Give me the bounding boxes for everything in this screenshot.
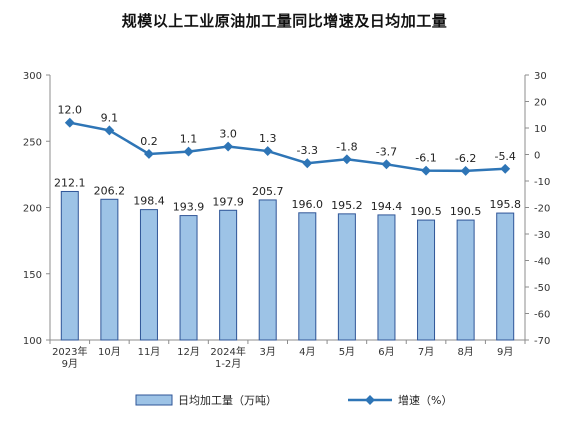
y-right-tick-label: -30 (534, 230, 550, 241)
line-point (64, 117, 75, 128)
growth-line (69, 121, 506, 173)
bar (496, 212, 515, 341)
x-tick-label: 5月 (339, 346, 355, 358)
x-tick-label: 11月 (138, 346, 161, 358)
bar (456, 219, 475, 341)
legend-bar-label: 日均加工量（万吨） (178, 394, 277, 407)
line-point (341, 154, 352, 165)
line-point (381, 159, 392, 170)
x-tick-label: 2023年 (52, 345, 87, 358)
line-value-label: -5.4 (494, 150, 515, 163)
line-value-label: 0.2 (140, 135, 158, 148)
line-value-label: 1.1 (180, 133, 198, 146)
y-right-tick-label: -50 (534, 283, 550, 294)
bar-value-label: 195.8 (489, 198, 521, 211)
bar-value-label: 193.9 (173, 201, 205, 214)
bar (179, 215, 198, 341)
bar (377, 214, 396, 341)
line-value-label: 1.3 (259, 132, 277, 145)
bar (60, 190, 79, 341)
x-tick-label: 2024年 (210, 345, 245, 358)
legend-bar-swatch (135, 394, 173, 406)
line-point (223, 141, 234, 152)
bar (298, 212, 317, 341)
x-tick-label: 7月 (418, 346, 434, 358)
bar (139, 209, 158, 341)
x-tick-label: 6月 (378, 346, 394, 358)
bar-value-label: 190.5 (450, 205, 482, 218)
line-value-label: 3.0 (219, 128, 237, 141)
line-point (421, 165, 431, 176)
bar (417, 219, 436, 341)
line-value-label: -6.1 (415, 152, 436, 165)
bar-value-label: 190.5 (410, 205, 442, 218)
line-value-label: -3.3 (297, 144, 318, 157)
y-left-tick-label: 250 (23, 137, 42, 148)
line-point (183, 146, 194, 157)
bar (337, 213, 356, 341)
line-point (262, 146, 273, 157)
y-left-tick-label: 150 (23, 270, 42, 281)
y-right-tick-label: -60 (534, 310, 550, 321)
y-left-tick-label: 200 (23, 204, 42, 215)
line-point (104, 125, 115, 136)
x-tick-label: 10月 (98, 346, 121, 358)
x-tick-label: 3月 (260, 346, 276, 358)
bar-value-label: 206.2 (94, 184, 126, 197)
x-tick-label: 8月 (457, 346, 473, 358)
y-right-tick-label: 20 (534, 98, 547, 109)
bar-value-label: 197.9 (212, 195, 244, 208)
y-right-tick-label: -40 (534, 257, 550, 268)
y-right-tick-label: -20 (534, 204, 550, 215)
y-right-tick-label: -70 (534, 336, 550, 347)
y-right-tick-label: -10 (534, 177, 550, 188)
line-point (144, 149, 154, 159)
bar-value-label: 212.1 (54, 176, 86, 189)
x-tick-label: 12月 (177, 346, 200, 358)
x-tick-label: 9月 (62, 358, 78, 370)
legend-line-marker (365, 395, 375, 405)
bar (258, 199, 277, 341)
line-value-label: 9.1 (101, 111, 119, 124)
bar-value-label: 196.0 (292, 198, 324, 211)
bar-value-label: 195.2 (331, 199, 363, 212)
bar (100, 198, 119, 341)
y-right-tick-label: 10 (534, 124, 547, 135)
bar-value-label: 198.4 (133, 195, 165, 208)
y-left-tick-label: 300 (23, 71, 42, 82)
chart-title: 规模以上工业原油加工量同比增速及日均加工量 (121, 12, 448, 30)
line-point (460, 165, 471, 176)
y-right-tick-label: 0 (534, 151, 540, 162)
x-tick-label: 1-2月 (215, 358, 241, 370)
y-right-tick-label: 30 (534, 71, 547, 82)
x-tick-label: 9月 (497, 346, 513, 358)
bar-value-label: 205.7 (252, 185, 284, 198)
bar (219, 209, 238, 341)
line-value-label: -1.8 (336, 140, 357, 153)
legend-line-label: 增速（%） (398, 393, 452, 407)
y-left-tick-label: 100 (23, 336, 42, 347)
line-value-label: -6.2 (455, 152, 476, 165)
line-value-label: -3.7 (376, 145, 397, 158)
line-point (302, 158, 313, 169)
x-tick-label: 4月 (299, 346, 315, 358)
bar-value-label: 194.4 (371, 200, 403, 213)
line-value-label: 12.0 (58, 104, 83, 117)
line-point (500, 163, 511, 174)
